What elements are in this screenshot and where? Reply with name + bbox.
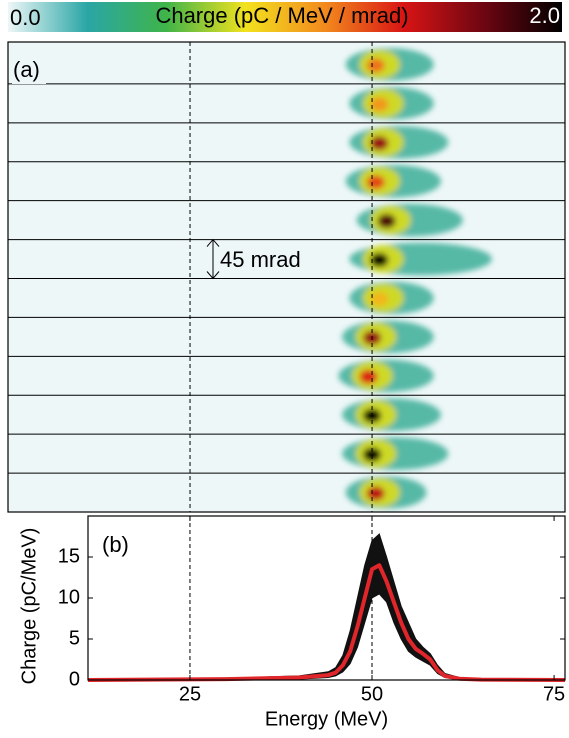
shot-core bbox=[363, 447, 382, 462]
shot-core bbox=[366, 58, 385, 73]
arrow-head bbox=[206, 238, 220, 280]
annotation: 45 mrad bbox=[220, 247, 301, 272]
panel-a-frame bbox=[7, 41, 566, 513]
shot-core bbox=[366, 175, 385, 190]
colorbar-tick-label: 2.0 bbox=[529, 3, 560, 28]
shot bbox=[342, 398, 442, 432]
shot bbox=[345, 164, 442, 198]
x-axis-label: Energy (MeV) bbox=[265, 708, 388, 730]
colorbar bbox=[8, 2, 562, 32]
shot bbox=[345, 48, 434, 81]
colorbar-tick-label: 0.0 bbox=[10, 5, 41, 30]
panel-label: (a) bbox=[13, 57, 40, 82]
mean-line bbox=[87, 563, 566, 682]
y-tick-label: 5 bbox=[69, 627, 80, 649]
shot-core bbox=[370, 97, 389, 112]
shot bbox=[349, 281, 434, 315]
y-tick-label: 15 bbox=[58, 545, 80, 567]
shot bbox=[349, 87, 434, 120]
y-tick-label: 10 bbox=[58, 586, 80, 608]
shot bbox=[356, 203, 463, 237]
shot bbox=[349, 242, 492, 276]
x-tick-label: 75 bbox=[543, 683, 565, 705]
shot bbox=[345, 476, 427, 509]
shot bbox=[342, 437, 449, 470]
x-tick-label: 25 bbox=[179, 683, 201, 705]
panel-label: (b) bbox=[102, 532, 129, 557]
panel-a-background bbox=[8, 42, 565, 512]
shot-core bbox=[370, 136, 389, 151]
shot bbox=[338, 359, 434, 393]
panel-label-bg bbox=[12, 56, 46, 84]
shot bbox=[349, 125, 449, 159]
y-axis-label: Charge (pC/MeV) bbox=[18, 528, 40, 685]
shot bbox=[342, 320, 434, 354]
shot-core bbox=[377, 214, 396, 229]
colorbar-label: Charge (pC / MeV / mrad) bbox=[155, 3, 408, 28]
shot-core bbox=[359, 369, 378, 384]
y-tick-label: 0 bbox=[69, 668, 80, 690]
x-tick-label: 50 bbox=[361, 683, 383, 705]
shot-core bbox=[370, 291, 389, 306]
shot-core bbox=[370, 253, 389, 268]
shot-core bbox=[366, 486, 385, 501]
